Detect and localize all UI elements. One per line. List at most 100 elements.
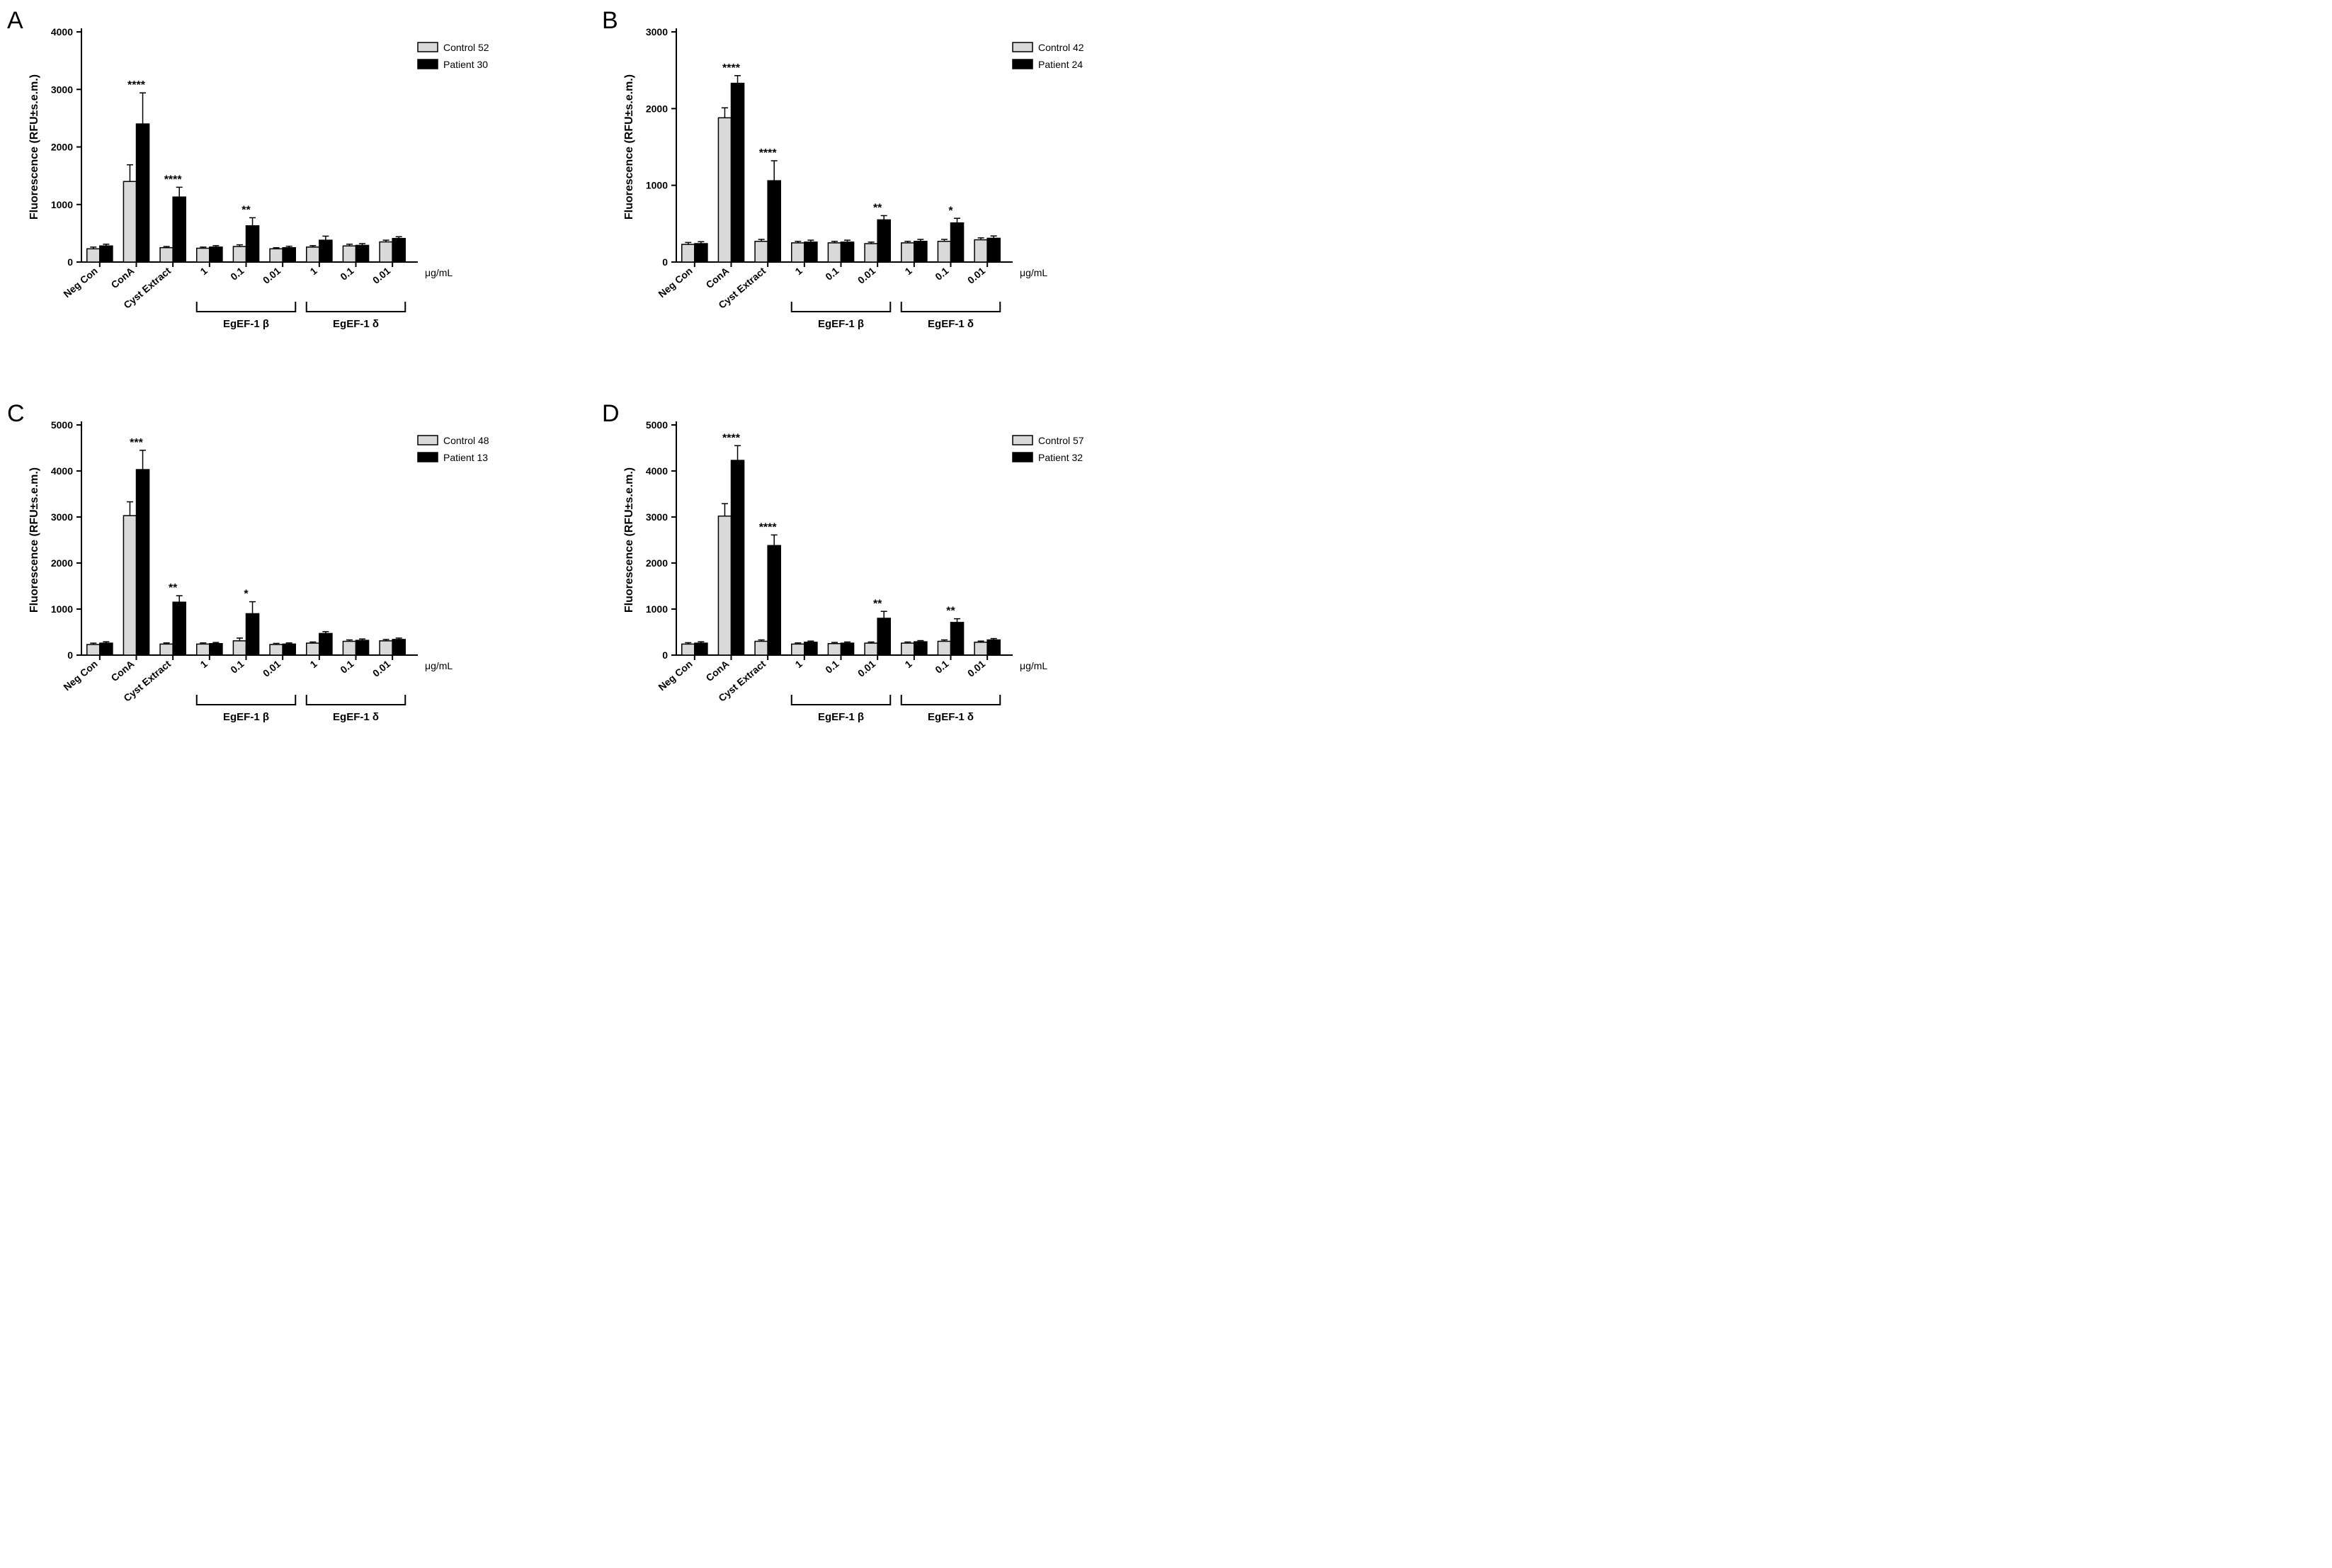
panel-C: C010002000300040005000Fluorescence (RFU±… <box>14 407 567 779</box>
svg-text:**: ** <box>241 204 251 216</box>
bar-patient <box>732 84 744 262</box>
svg-text:0.01: 0.01 <box>965 265 987 286</box>
svg-text:Patient 30: Patient 30 <box>443 59 488 70</box>
bar-patient <box>100 246 113 262</box>
bar-control <box>123 181 136 262</box>
svg-text:0.01: 0.01 <box>965 658 987 679</box>
bar-patient <box>951 223 964 262</box>
panel-letter: C <box>7 400 25 428</box>
bar-control <box>160 248 173 262</box>
svg-text:Neg Con: Neg Con <box>61 265 99 300</box>
svg-text:0.01: 0.01 <box>261 658 283 679</box>
svg-text:*: * <box>948 205 953 217</box>
svg-text:2000: 2000 <box>646 557 668 569</box>
bar-control <box>974 240 987 262</box>
bar-control <box>682 644 695 655</box>
bar-control <box>792 644 804 655</box>
bar-patient <box>137 470 149 655</box>
bar-control <box>233 246 246 262</box>
bar-patient <box>987 640 1000 655</box>
svg-text:EgEF-1 δ: EgEF-1 δ <box>928 318 974 330</box>
bar-control <box>755 642 768 656</box>
svg-text:1000: 1000 <box>646 603 668 615</box>
svg-text:Patient 32: Patient 32 <box>1038 452 1083 463</box>
bar-control <box>160 644 173 655</box>
svg-text:0.01: 0.01 <box>370 265 392 286</box>
svg-text:**: ** <box>169 582 178 594</box>
bar-control <box>828 644 841 655</box>
panel-letter: D <box>602 400 620 428</box>
svg-text:EgEF-1 δ: EgEF-1 δ <box>333 318 379 330</box>
bar-patient <box>804 242 817 262</box>
svg-text:2000: 2000 <box>646 103 668 114</box>
svg-text:****: **** <box>759 521 778 533</box>
legend-swatch-patient <box>1013 453 1033 462</box>
svg-text:0: 0 <box>662 256 668 268</box>
svg-text:0.1: 0.1 <box>933 658 950 676</box>
svg-text:4000: 4000 <box>646 465 668 477</box>
svg-text:****: **** <box>164 174 183 186</box>
bar-control <box>974 642 987 655</box>
bar-patient <box>356 245 369 262</box>
bar-control <box>270 644 283 655</box>
legend-swatch-control <box>1013 436 1033 445</box>
svg-text:1000: 1000 <box>51 199 73 210</box>
svg-text:μg/mL: μg/mL <box>425 660 453 671</box>
legend-swatch-patient <box>418 453 438 462</box>
svg-text:EgEF-1 β: EgEF-1 β <box>223 711 269 723</box>
svg-text:Fluorescence (RFU±s.e.m.): Fluorescence (RFU±s.e.m.) <box>623 74 635 220</box>
svg-text:1: 1 <box>793 265 804 277</box>
svg-text:0.01: 0.01 <box>855 265 877 286</box>
svg-text:ConA: ConA <box>109 265 137 290</box>
bar-patient <box>695 244 707 262</box>
svg-text:5000: 5000 <box>646 419 668 431</box>
bar-patient <box>914 642 927 655</box>
svg-text:EgEF-1 δ: EgEF-1 δ <box>928 711 974 723</box>
svg-text:μg/mL: μg/mL <box>425 267 453 278</box>
svg-text:****: **** <box>722 62 741 74</box>
svg-text:1: 1 <box>793 658 804 670</box>
svg-text:0.1: 0.1 <box>823 658 841 676</box>
svg-text:Neg Con: Neg Con <box>656 265 694 300</box>
svg-text:3000: 3000 <box>646 511 668 523</box>
svg-text:**: ** <box>873 202 882 214</box>
bar-patient <box>695 643 707 655</box>
svg-text:1000: 1000 <box>646 180 668 191</box>
bar-patient <box>319 633 332 655</box>
bar-patient <box>877 220 890 262</box>
svg-text:1: 1 <box>308 658 319 670</box>
svg-text:0.1: 0.1 <box>933 265 950 283</box>
bar-control <box>792 243 804 262</box>
bar-control <box>307 247 319 262</box>
panel-A: A01000200030004000Fluorescence (RFU±s.e.… <box>14 14 567 386</box>
svg-text:0.01: 0.01 <box>855 658 877 679</box>
chart-grid: A01000200030004000Fluorescence (RFU±s.e.… <box>14 14 1147 779</box>
svg-text:3000: 3000 <box>51 84 73 95</box>
svg-text:1: 1 <box>903 658 914 670</box>
svg-text:0.1: 0.1 <box>228 265 246 283</box>
bar-control <box>343 642 356 656</box>
svg-text:μg/mL: μg/mL <box>1020 267 1047 278</box>
bar-patient <box>841 643 854 655</box>
svg-text:1: 1 <box>198 658 210 670</box>
bar-patient <box>768 181 780 262</box>
bar-control <box>87 249 100 262</box>
bar-patient <box>951 623 964 655</box>
bar-control <box>938 242 950 262</box>
bar-control <box>197 644 210 655</box>
svg-text:5000: 5000 <box>51 419 73 431</box>
bar-control <box>307 643 319 655</box>
bar-control <box>901 243 914 262</box>
svg-text:0: 0 <box>662 649 668 661</box>
bar-patient <box>768 545 780 655</box>
svg-text:Patient 24: Patient 24 <box>1038 59 1083 70</box>
svg-text:2000: 2000 <box>51 557 73 569</box>
svg-text:1: 1 <box>198 265 210 277</box>
svg-text:EgEF-1 β: EgEF-1 β <box>223 318 269 330</box>
svg-text:2000: 2000 <box>51 142 73 153</box>
bar-control <box>270 249 283 262</box>
bar-control <box>197 249 210 263</box>
svg-text:0: 0 <box>67 256 73 268</box>
bar-control <box>682 244 695 262</box>
svg-text:*: * <box>244 589 249 601</box>
